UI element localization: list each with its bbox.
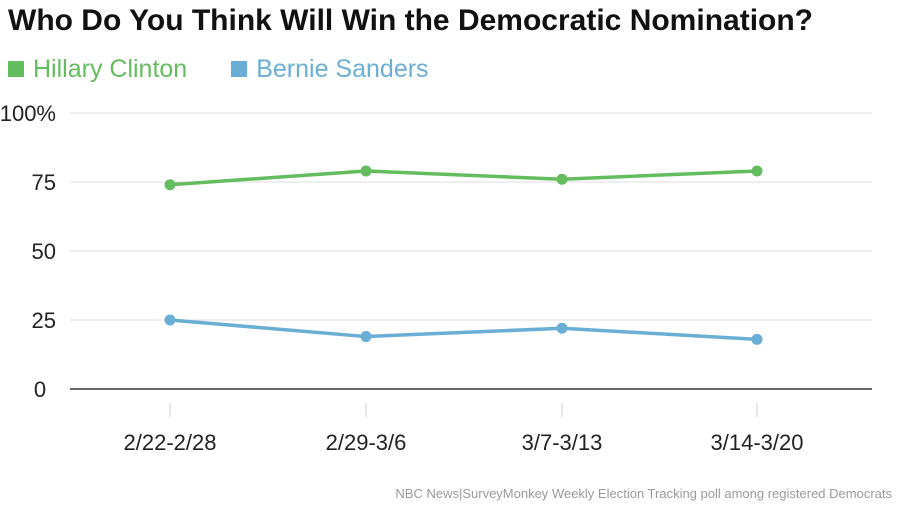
legend: Hillary Clinton Bernie Sanders — [8, 54, 473, 84]
data-point-sanders — [556, 322, 568, 334]
data-point-sanders — [164, 314, 176, 326]
x-tick-label: 3/14-3/20 — [711, 430, 804, 455]
data-point-clinton — [164, 179, 176, 191]
legend-item-clinton: Hillary Clinton — [8, 55, 187, 84]
data-point-sanders — [360, 331, 372, 343]
x-tick-label: 3/7-3/13 — [522, 430, 603, 455]
legend-swatch-sanders — [231, 61, 248, 77]
chart-title: Who Do You Think Will Win the Democratic… — [8, 4, 814, 37]
data-point-clinton — [751, 165, 763, 177]
data-point-clinton — [360, 165, 372, 177]
legend-item-sanders: Bernie Sanders — [231, 54, 429, 84]
series-line-sanders — [169, 318, 758, 342]
y-tick-label: 25 — [32, 308, 56, 333]
source-note: NBC News|SurveyMonkey Weekly Election Tr… — [395, 486, 892, 501]
legend-label-clinton: Hillary Clinton — [33, 54, 188, 83]
y-tick-label: 100% — [0, 101, 56, 126]
x-tick-label: 2/29-3/6 — [326, 430, 407, 455]
y-tick-label: 0 — [34, 377, 46, 402]
x-tick-label: 2/22-2/28 — [124, 430, 217, 455]
y-tick-label: 50 — [32, 239, 56, 264]
series-line-clinton — [169, 169, 758, 187]
legend-swatch-clinton — [8, 61, 24, 77]
y-tick-label: 75 — [32, 170, 56, 195]
legend-label-sanders: Bernie Sanders — [256, 54, 429, 83]
data-point-clinton — [556, 173, 568, 185]
data-point-sanders — [751, 333, 763, 345]
